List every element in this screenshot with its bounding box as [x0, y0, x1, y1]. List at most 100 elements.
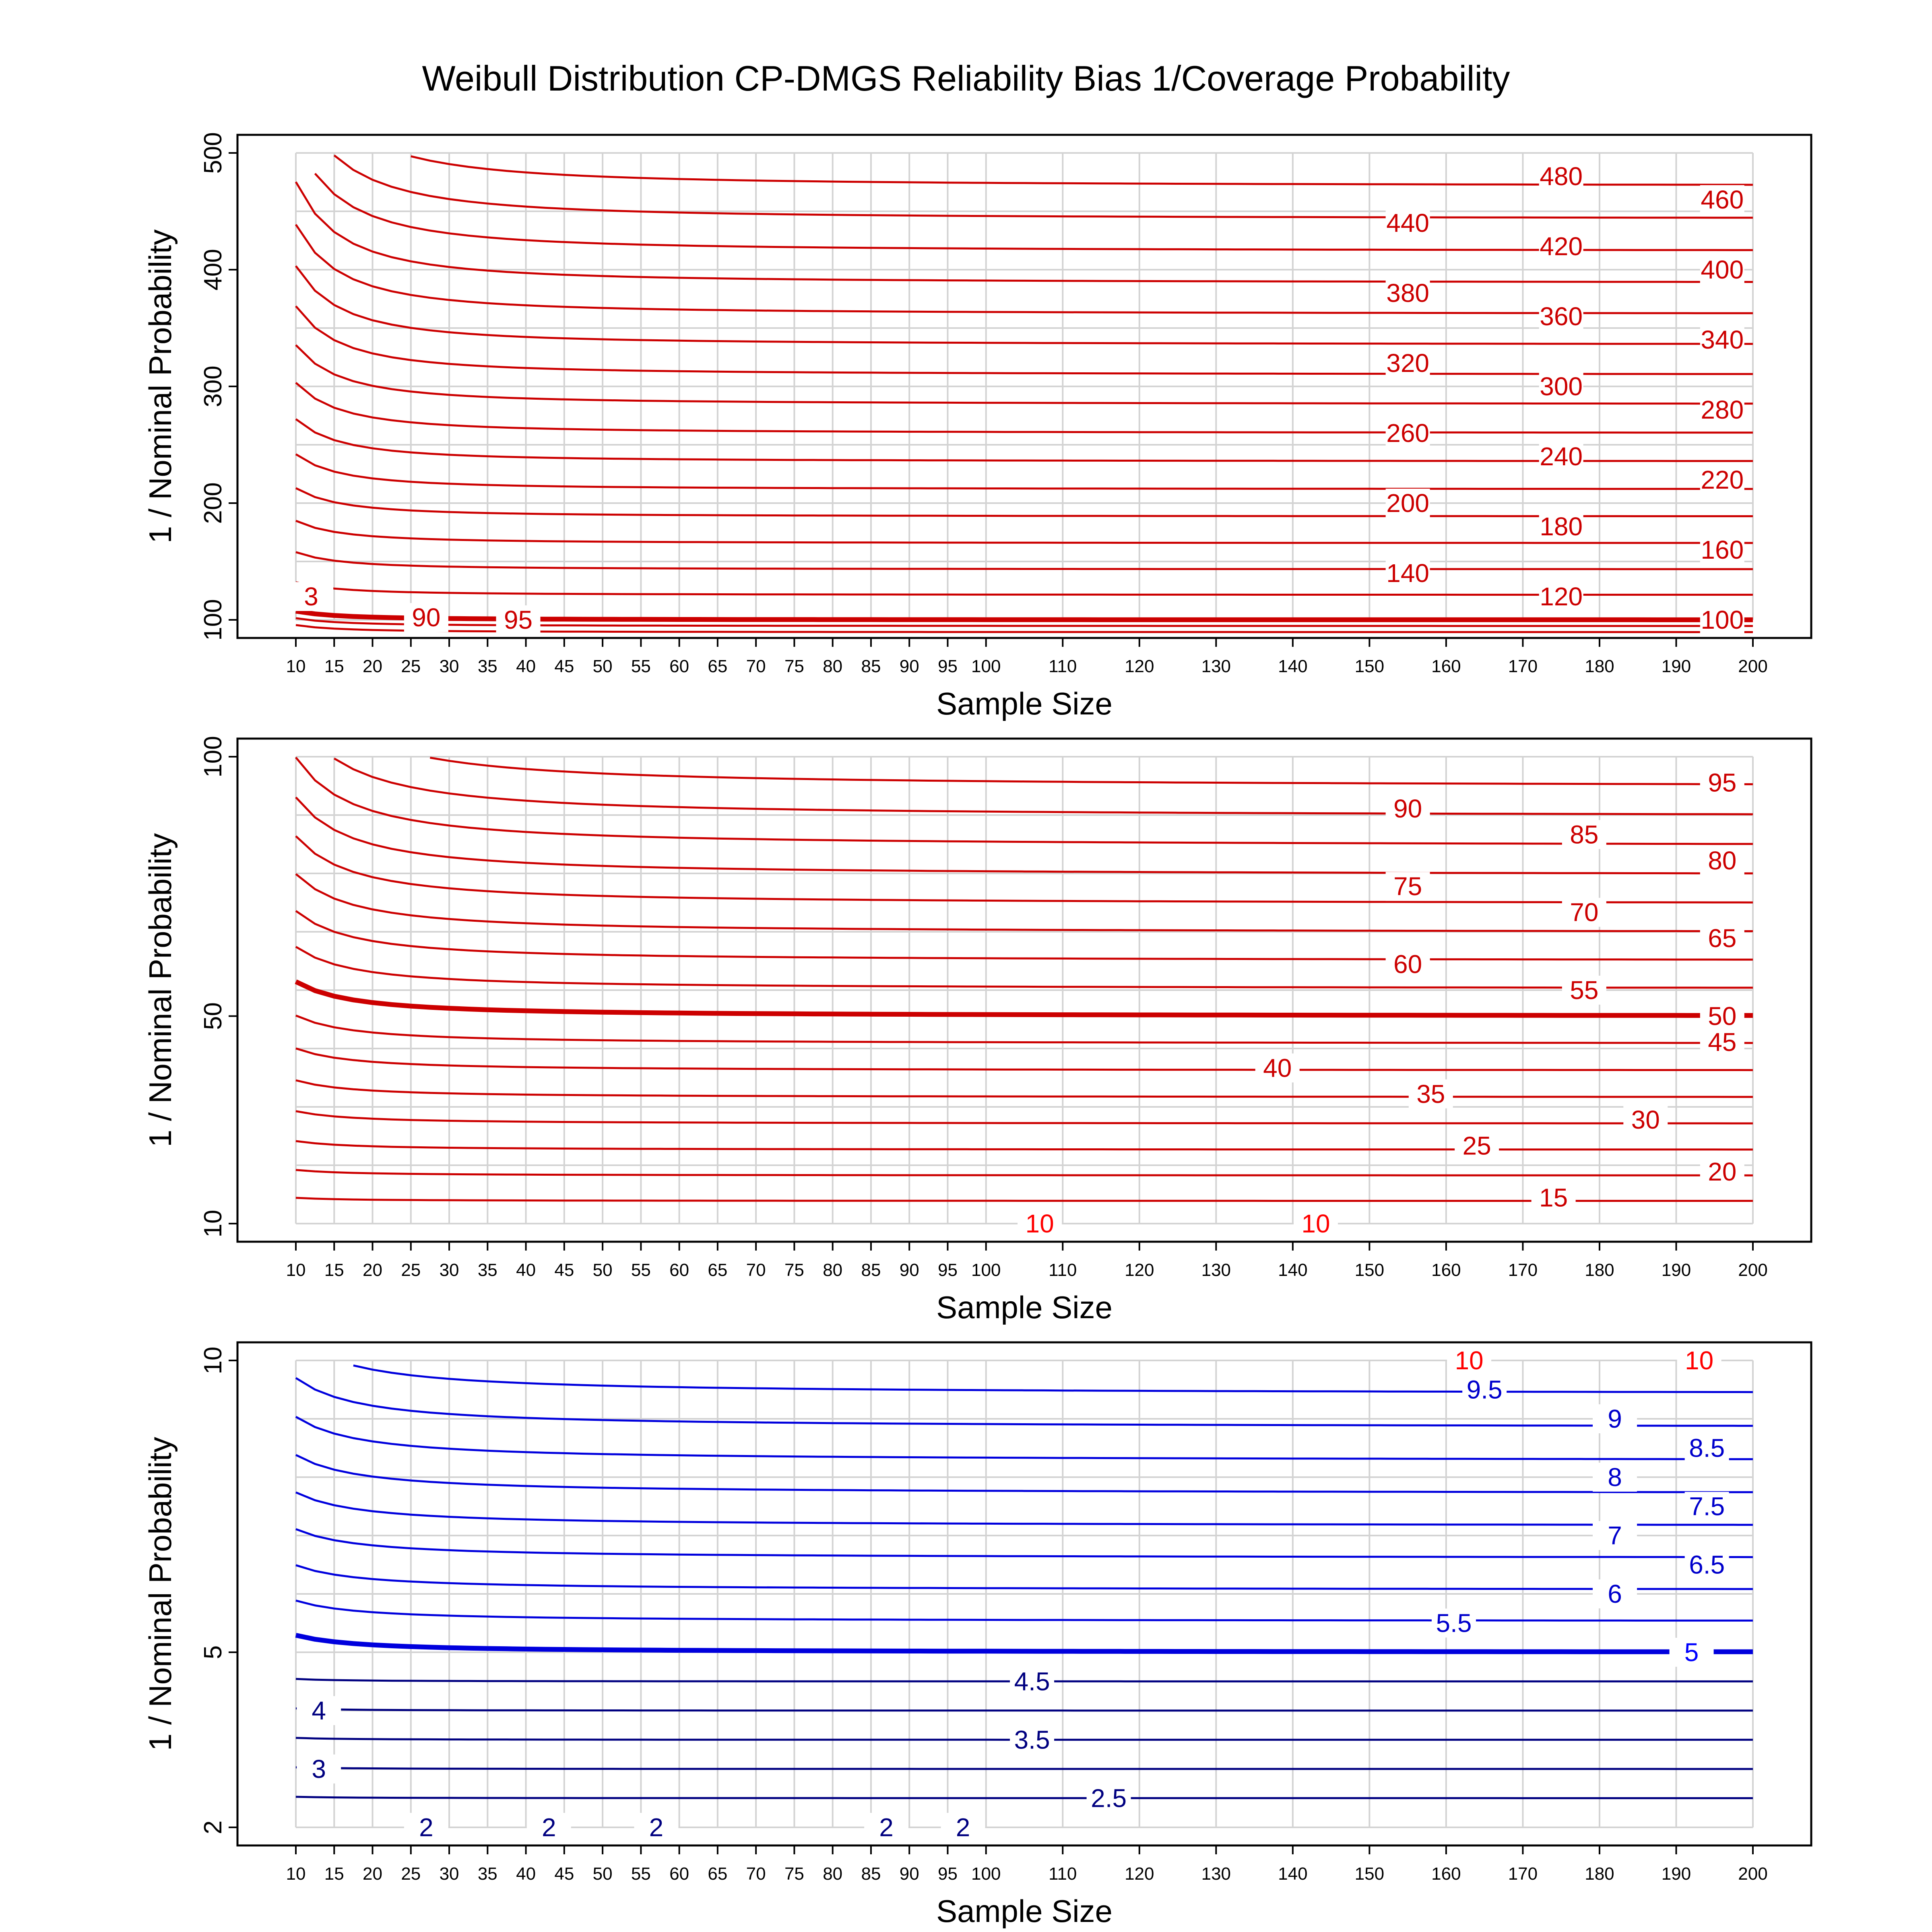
middle-x-tick-label: 150	[1355, 1260, 1384, 1280]
middle-y-tick-label: 100	[199, 736, 227, 777]
top-contour-label: 380	[1386, 279, 1429, 308]
bottom-contour-level-8-5	[295, 1377, 1753, 1427]
middle-x-tick-label: 40	[516, 1260, 536, 1280]
top-contour-label: 480	[1540, 162, 1583, 191]
middle-x-tick-label: 70	[746, 1260, 766, 1280]
middle-contour-level-90	[429, 757, 1753, 785]
bottom-panel-x-ticks: 10 15 20 25 30 35 40 45 50 55 60 65 70 75 80 85 90 95 100 1…	[286, 1845, 1768, 1884]
top-contour-label-bg	[1539, 372, 1583, 401]
middle-contour-label-bg	[1562, 898, 1606, 927]
top-contour-level-320	[295, 224, 1753, 314]
bottom-contour-label: 8.5	[1689, 1434, 1725, 1463]
top-y-tick-label: 500	[199, 132, 227, 173]
bottom-contour-level-5-5	[295, 1600, 1753, 1622]
top-x-tick-label: 140	[1278, 656, 1307, 676]
bottom-contour-level-2-5	[295, 1796, 1753, 1799]
top-contour-label: 3	[304, 582, 318, 611]
top-contour-label: 300	[1540, 372, 1583, 401]
bottom-y-tick-label: 2	[199, 1821, 227, 1834]
bottom-contour-label-bg	[864, 1813, 909, 1842]
top-contour-label-bg	[1385, 208, 1430, 237]
middle-x-tick-label: 130	[1201, 1260, 1231, 1280]
middle-x-tick-label: 120	[1125, 1260, 1154, 1280]
bottom-contour-label: 2	[956, 1813, 970, 1842]
middle-x-tick-label: 10	[286, 1260, 306, 1280]
top-x-tick-label: 180	[1585, 656, 1614, 676]
bottom-contour-label: 2	[542, 1813, 556, 1842]
middle-x-tick-label: 45	[554, 1260, 574, 1280]
top-x-tick-label: 100	[971, 656, 1001, 676]
bottom-x-tick-label: 90	[900, 1864, 919, 1884]
bottom-contour-label-bg	[941, 1813, 985, 1842]
bottom-x-tick-label: 15	[324, 1864, 344, 1884]
bottom-x-tick-label: 150	[1355, 1864, 1384, 1884]
bottom-panel-frame	[236, 1341, 1812, 1847]
bottom-x-tick-label: 85	[861, 1864, 881, 1884]
bottom-x-tick-label: 160	[1431, 1864, 1461, 1884]
top-contour-label-bg	[1700, 395, 1744, 424]
top-contour-label-bg	[1539, 302, 1583, 331]
bottom-x-tick-label: 40	[516, 1864, 536, 1884]
top-contour-label-bg	[1385, 349, 1430, 378]
bottom-x-tick-label: 55	[631, 1864, 651, 1884]
top-x-tick-label: 85	[861, 656, 881, 676]
bottom-contour-label-bg	[1593, 1579, 1637, 1608]
middle-contour-level-85	[334, 758, 1753, 815]
middle-contour-label: 40	[1263, 1053, 1292, 1082]
middle-contour-label: 30	[1631, 1105, 1660, 1134]
top-y-tick-label: 100	[199, 599, 227, 640]
middle-x-tick-label: 110	[1049, 1260, 1077, 1280]
middle-x-tick-label: 25	[401, 1260, 421, 1280]
top-x-tick-label: 40	[516, 656, 536, 676]
top-contour-level-120	[295, 581, 1753, 596]
middle-contour-label-bg	[1018, 1209, 1062, 1238]
middle-x-tick-label: 85	[861, 1260, 881, 1280]
bottom-x-tick-label: 25	[401, 1864, 421, 1884]
middle-x-tick-label: 80	[823, 1260, 842, 1280]
top-x-tick-label: 200	[1738, 656, 1767, 676]
middle-x-tick-label: 200	[1738, 1260, 1767, 1280]
middle-contour-label: 20	[1708, 1157, 1736, 1186]
middle-x-tick-label: 140	[1278, 1260, 1307, 1280]
middle-contour-label-bg	[1385, 949, 1430, 979]
middle-contour-label: 65	[1708, 924, 1736, 953]
bottom-contour-label: 5.5	[1436, 1609, 1472, 1638]
middle-contour-label: 95	[1708, 768, 1736, 797]
top-contour-label: 220	[1701, 465, 1744, 494]
top-contour-label: 120	[1540, 582, 1583, 611]
bottom-contour-label: 6.5	[1689, 1550, 1725, 1579]
bottom-contour-label-bg	[1684, 1433, 1729, 1463]
top-contour-level-280	[295, 305, 1753, 375]
figure-title: Weibull Distribution CP-DMGS Reliability…	[422, 58, 1510, 98]
middle-contour-label: 75	[1393, 872, 1422, 901]
top-x-tick-label: 150	[1355, 656, 1384, 676]
middle-contour-label: 55	[1570, 976, 1598, 1005]
middle-panel-y-axis-title: 1 / Nominal Probability	[142, 833, 178, 1147]
bottom-contour-label-bg	[1086, 1783, 1131, 1813]
top-contour-label-bg	[1385, 279, 1430, 308]
top-contour-label-bg	[1539, 232, 1583, 261]
middle-contour-label-bg	[1700, 1027, 1744, 1057]
top-contour-label-bg	[1539, 512, 1583, 541]
top-contour-level-260	[295, 344, 1753, 405]
top-x-tick-label: 80	[823, 656, 842, 676]
bottom-contour-label: 2	[419, 1813, 433, 1842]
top-contour-label: 320	[1386, 349, 1429, 378]
middle-contour-level-40	[295, 1047, 1753, 1071]
middle-x-tick-label: 160	[1431, 1260, 1461, 1280]
bottom-x-tick-label: 60	[669, 1864, 689, 1884]
middle-contour-label-bg	[1562, 976, 1606, 1005]
bottom-x-tick-label: 80	[823, 1864, 842, 1884]
top-contour-label-bg	[1385, 559, 1430, 588]
bottom-x-tick-label: 120	[1125, 1864, 1154, 1884]
top-contour-level-220	[295, 418, 1753, 462]
bottom-contour-label-bg	[1431, 1608, 1476, 1638]
top-x-tick-label: 65	[708, 656, 727, 676]
bottom-contour-level-8	[295, 1416, 1753, 1460]
bottom-x-tick-label: 35	[478, 1864, 497, 1884]
top-panel-x-ticks: 10 15 20 25 30 35 40 45 50 55 60 65 70 75 80 85 90 95 100 1…	[286, 638, 1768, 676]
top-contour-label: 420	[1540, 232, 1583, 261]
top-x-tick-label: 15	[324, 656, 344, 676]
middle-x-tick-label: 15	[324, 1260, 344, 1280]
bottom-contour-label: 2.5	[1091, 1784, 1127, 1813]
